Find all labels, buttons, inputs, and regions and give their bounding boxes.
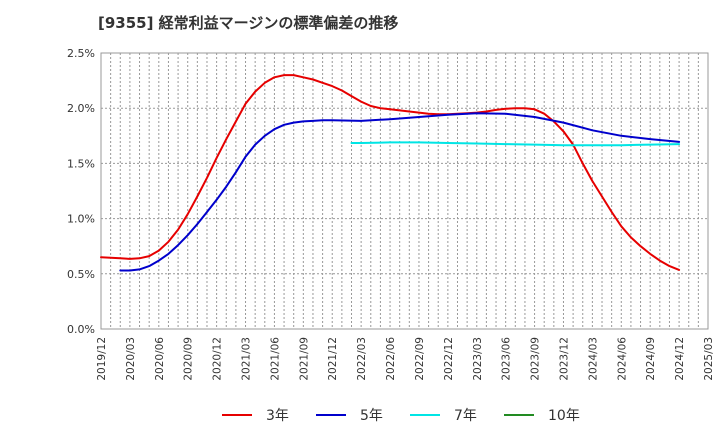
legend-label: 3年	[266, 408, 289, 424]
y-tick-label: 2.5%	[67, 47, 95, 60]
x-tick-label: 2020/09	[183, 337, 195, 381]
x-tick-label: 2024/12	[674, 337, 686, 381]
series-line-3年	[100, 74, 681, 271]
x-tick-label: 2022/06	[385, 337, 397, 381]
x-axis-ticks: 2019/12 2020/03 2020/06 2020/09 2020/12 2021/…	[96, 337, 715, 381]
y-tick-label: 0.5%	[67, 268, 95, 281]
x-tick-label: 2020/06	[154, 337, 166, 381]
x-tick-label: 2020/03	[125, 337, 137, 381]
legend-label: 5年	[360, 408, 383, 424]
x-tick-label: 2021/03	[241, 337, 253, 381]
y-tick-label: 0.0%	[67, 323, 95, 336]
x-tick-label: 2022/03	[356, 337, 368, 381]
x-tick-label: 2024/03	[587, 337, 599, 381]
x-tick-label: 2021/09	[298, 337, 310, 381]
x-tick-label: 2022/09	[414, 337, 426, 381]
x-tick-label: 2023/03	[472, 337, 484, 381]
y-tick-label: 1.5%	[67, 157, 95, 170]
series-line-7年	[350, 141, 681, 147]
x-tick-label: 2024/09	[645, 337, 657, 381]
legend-label: 7年	[454, 408, 477, 424]
x-tick-label: 2023/06	[501, 337, 513, 381]
legend-label: 10年	[548, 408, 580, 424]
x-tick-label: 2021/12	[327, 337, 339, 381]
x-tick-label: 2023/12	[558, 337, 570, 381]
x-tick-label: 2023/09	[530, 337, 542, 381]
y-tick-label: 2.0%	[67, 102, 95, 115]
chart-title: [9355] 経常利益マージンの標準偏差の推移	[98, 14, 399, 32]
x-tick-label: 2019/12	[96, 337, 108, 381]
legend: 3年 5年 7年 10年	[222, 408, 580, 424]
x-tick-label: 2021/06	[269, 337, 281, 381]
y-tick-label: 1.0%	[67, 213, 95, 226]
x-tick-label: 2022/12	[443, 337, 455, 381]
y-axis-ticks: 0.0% 0.5% 1.0% 1.5% 2.0% 2.5%	[67, 47, 95, 336]
x-tick-label: 2020/12	[212, 337, 224, 381]
grid	[101, 53, 708, 329]
x-tick-label: 2025/03	[703, 337, 715, 381]
series-lines	[100, 74, 681, 272]
plot-area	[100, 52, 709, 330]
series-line-5年	[119, 112, 681, 272]
x-tick-label: 2024/06	[616, 337, 628, 381]
